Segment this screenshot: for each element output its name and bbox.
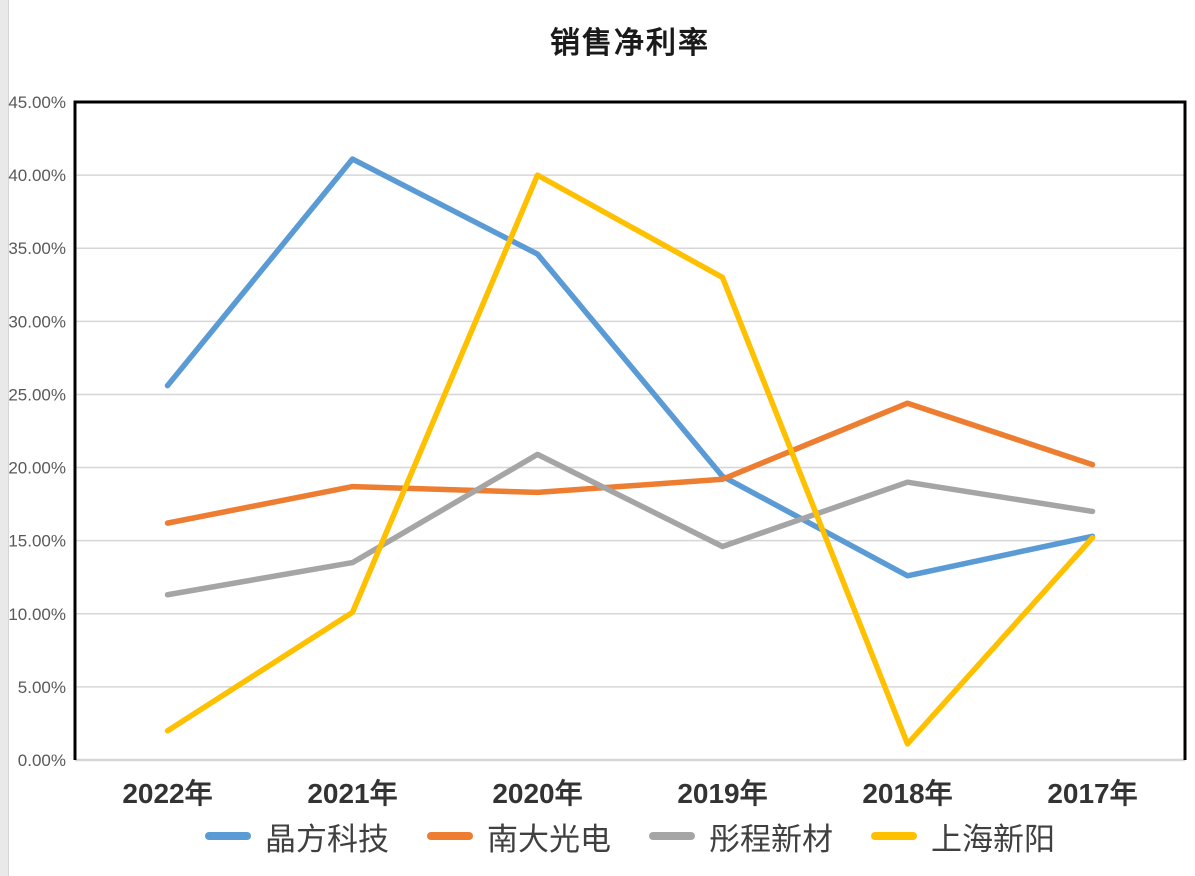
legend-item: 彤程新材: [649, 814, 833, 859]
legend-label: 南大光电: [487, 821, 611, 857]
legend-item: 南大光电: [427, 814, 611, 859]
x-axis-category-label: 2018年: [862, 777, 952, 809]
plot-area-border: [73, 100, 1187, 760]
legend-item: 上海新阳: [871, 814, 1055, 859]
series-line-晶方科技: [164, 156, 1096, 579]
chart-legend: 晶方科技 南大光电 彤程新材 上海新阳: [75, 812, 1185, 860]
x-axis-category-label: 2019年: [677, 777, 767, 809]
x-axis-category-label: 2022年: [122, 777, 212, 809]
legend-label: 上海新阳: [931, 821, 1055, 857]
x-axis-category-label: 2017年: [1047, 777, 1137, 809]
x-axis-category-label: 2021年: [307, 777, 397, 809]
window-edge-strip: [0, 0, 9, 876]
y-axis-tick-label: 25.00%: [8, 385, 66, 404]
chart-title: 销售净利率: [550, 27, 710, 60]
legend-swatch-icon: [871, 832, 917, 840]
y-axis-tick-label: 35.00%: [8, 239, 66, 258]
y-axis-tick-label: 20.00%: [8, 459, 66, 478]
legend-item: 晶方科技: [205, 814, 389, 859]
y-axis-tick-label: 10.00%: [8, 605, 66, 624]
x-axis-category-label: 2020年: [492, 777, 582, 809]
series-line-上海新阳: [164, 172, 1096, 747]
legend-label: 彤程新材: [709, 821, 833, 857]
y-axis-tick-label: 5.00%: [18, 678, 66, 697]
series-line-彤程新材: [164, 451, 1096, 598]
y-axis-tick-label: 0.00%: [18, 751, 66, 770]
series-line-南大光电: [164, 400, 1096, 526]
y-axis-tick-label: 45.00%: [8, 93, 66, 112]
legend-swatch-icon: [427, 832, 473, 840]
legend-label: 晶方科技: [265, 821, 389, 857]
y-axis-tick-label: 40.00%: [8, 166, 66, 185]
legend-swatch-icon: [205, 832, 251, 840]
y-axis-tick-label: 30.00%: [8, 312, 66, 331]
legend-swatch-icon: [649, 832, 695, 840]
y-axis-tick-label: 15.00%: [8, 532, 66, 551]
